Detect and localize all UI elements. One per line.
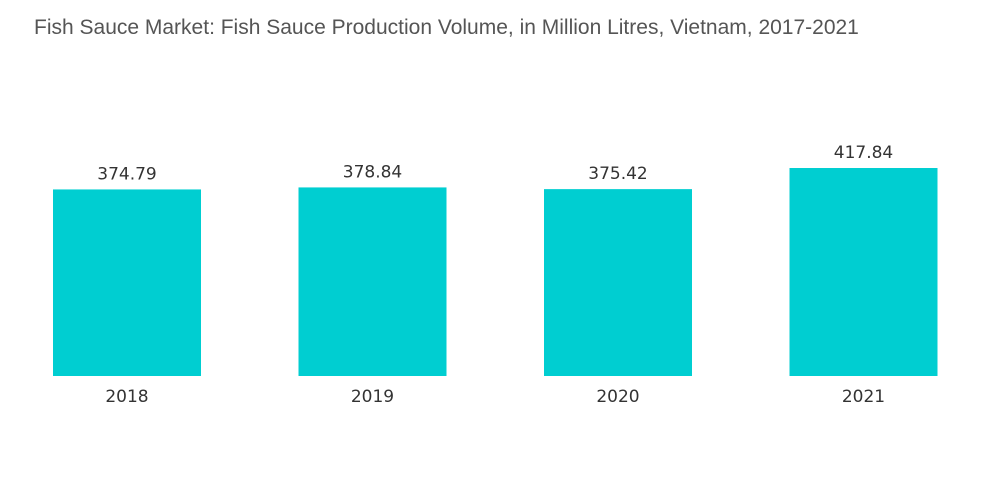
bar-2021 [789, 168, 938, 376]
chart-title: Fish Sauce Market: Fish Sauce Production… [34, 16, 859, 39]
x-tick-label-2020: 2020 [596, 387, 639, 407]
x-tick-labels-layer: 2018 2019 2020 2021 [105, 387, 885, 407]
bar-2018 [53, 189, 201, 376]
bars-layer [53, 168, 938, 376]
x-tick-label-2019: 2019 [351, 387, 394, 407]
x-tick-label-2018: 2018 [105, 387, 148, 407]
value-label-2018: 374.79 [97, 164, 156, 184]
x-tick-label-2021: 2021 [842, 387, 885, 407]
value-label-2021: 417.84 [834, 143, 893, 163]
bar-2019 [298, 187, 447, 376]
value-label-2019: 378.84 [343, 162, 402, 182]
value-label-2020: 375.42 [588, 164, 647, 184]
bar-2020 [544, 189, 692, 376]
value-labels-layer: 374.79 378.84 375.42 417.84 [97, 143, 893, 184]
